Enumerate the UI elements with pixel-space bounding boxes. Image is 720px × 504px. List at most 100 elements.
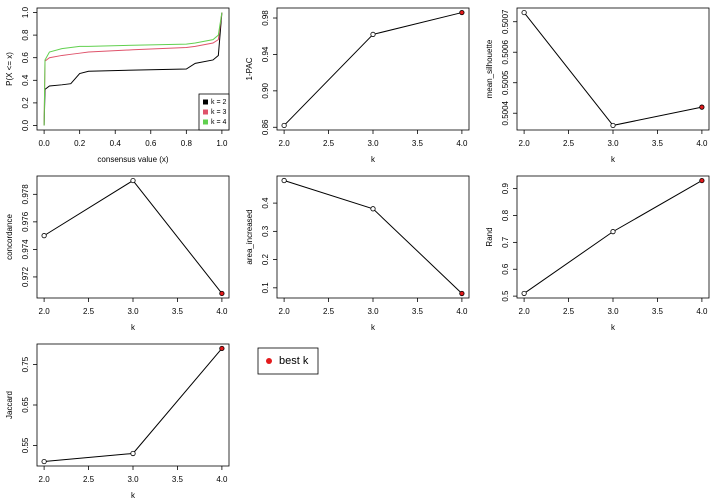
y-tick-label: 1.0 bbox=[21, 6, 30, 18]
x-tick-label: 3.5 bbox=[412, 307, 424, 316]
data-point bbox=[699, 104, 705, 110]
x-tick-label: 2.5 bbox=[323, 139, 335, 148]
legend-label: k = 3 bbox=[211, 109, 226, 116]
x-tick-label: 0.2 bbox=[74, 139, 86, 148]
y-tick-label: 0.75 bbox=[21, 356, 30, 372]
y-tick-label: 0.6 bbox=[501, 263, 510, 275]
x-tick-label: 4.0 bbox=[216, 307, 228, 316]
x-axis-label: k bbox=[131, 323, 136, 332]
x-tick-label: 4.0 bbox=[696, 307, 708, 316]
x-axis-label: k bbox=[611, 155, 616, 164]
y-tick-label: 0.5004 bbox=[501, 100, 510, 125]
data-line bbox=[283, 180, 463, 294]
data-point bbox=[219, 290, 225, 297]
x-tick-label: 3.0 bbox=[127, 475, 139, 484]
y-tick-label: 0.5005 bbox=[501, 70, 510, 95]
y-tick-label: 0.2 bbox=[21, 97, 30, 109]
data-point bbox=[370, 31, 376, 38]
y-tick-label: 0.5007 bbox=[501, 9, 510, 34]
y-axis-label: Rand bbox=[485, 227, 494, 246]
y-axis-label: concordance bbox=[5, 214, 14, 260]
legend-swatch bbox=[203, 119, 208, 125]
y-tick-label: 0.65 bbox=[21, 397, 30, 413]
data-line bbox=[43, 12, 223, 126]
x-tick-label: 2.5 bbox=[83, 475, 95, 484]
x-tick-label: 3.0 bbox=[367, 139, 379, 148]
y-tick-label: 0.86 bbox=[261, 119, 270, 135]
data-point bbox=[41, 458, 47, 465]
x-axis-label: consensus value (x) bbox=[97, 155, 168, 164]
data-point bbox=[521, 290, 527, 297]
x-tick-label: 2.0 bbox=[519, 307, 531, 316]
x-tick-label: 3.5 bbox=[172, 307, 184, 316]
plot-frame bbox=[36, 343, 230, 467]
data-point bbox=[130, 450, 136, 457]
y-axis-label: Jaccard bbox=[5, 391, 14, 419]
y-tick-label: 0.978 bbox=[21, 184, 30, 205]
y-tick-label: 0.1 bbox=[261, 282, 270, 294]
y-tick-label: 0.6 bbox=[21, 52, 30, 64]
best-k-marker bbox=[266, 358, 272, 364]
plot-frame bbox=[276, 175, 470, 299]
x-tick-label: 2.5 bbox=[323, 307, 335, 316]
x-tick-label: 4.0 bbox=[456, 307, 468, 316]
data-point bbox=[459, 290, 465, 297]
y-axis-label: 1-PAC bbox=[245, 57, 254, 80]
data-point bbox=[41, 233, 47, 239]
data-line bbox=[43, 12, 223, 126]
y-tick-label: 0.976 bbox=[21, 211, 30, 232]
x-tick-label: 4.0 bbox=[696, 139, 708, 148]
x-tick-label: 3.0 bbox=[367, 307, 379, 316]
x-tick-label: 1.0 bbox=[216, 139, 228, 148]
data-line bbox=[523, 180, 703, 294]
x-axis-label: k bbox=[371, 155, 376, 164]
x-tick-label: 3.5 bbox=[652, 139, 664, 148]
plot-frame bbox=[276, 7, 470, 131]
data-line bbox=[43, 12, 223, 126]
y-tick-label: 0.2 bbox=[261, 253, 270, 265]
y-tick-label: 0.55 bbox=[21, 437, 30, 453]
y-tick-label: 0.3 bbox=[261, 225, 270, 237]
data-point bbox=[219, 345, 225, 352]
legend-label: k = 2 bbox=[211, 99, 226, 106]
data-line bbox=[283, 12, 463, 126]
plot-frame bbox=[36, 175, 230, 299]
y-axis-label: P(X <= x) bbox=[5, 52, 14, 86]
y-tick-label: 0.4 bbox=[261, 197, 270, 209]
y-tick-label: 0.7 bbox=[501, 236, 510, 248]
data-point bbox=[699, 177, 705, 184]
y-tick-label: 0.5006 bbox=[501, 39, 510, 64]
data-line bbox=[44, 348, 223, 463]
legend-swatch bbox=[203, 109, 208, 115]
x-tick-label: 2.5 bbox=[83, 307, 95, 316]
data-line bbox=[43, 179, 223, 294]
y-tick-label: 0.98 bbox=[261, 10, 270, 26]
x-axis-label: k bbox=[131, 491, 136, 500]
x-tick-label: 0.6 bbox=[145, 139, 157, 148]
x-tick-label: 3.5 bbox=[412, 139, 424, 148]
x-tick-label: 2.0 bbox=[279, 307, 291, 316]
x-tick-label: 2.0 bbox=[39, 307, 51, 316]
x-tick-label: 0.8 bbox=[181, 139, 193, 148]
legend-label: k = 4 bbox=[211, 119, 226, 126]
x-tick-label: 4.0 bbox=[456, 139, 468, 148]
y-axis-label: mean_silhouette bbox=[485, 39, 494, 98]
y-tick-label: 0.5 bbox=[501, 290, 510, 302]
plot-frame bbox=[516, 175, 710, 299]
x-tick-label: 2.0 bbox=[279, 139, 291, 148]
x-tick-label: 0.4 bbox=[110, 139, 122, 148]
y-tick-label: 0.974 bbox=[21, 239, 30, 260]
y-tick-label: 0.0 bbox=[21, 119, 30, 131]
x-tick-label: 2.0 bbox=[519, 139, 531, 148]
x-tick-label: 2.5 bbox=[563, 139, 575, 148]
x-axis-label: k bbox=[611, 323, 616, 332]
y-tick-label: 0.90 bbox=[261, 83, 270, 99]
x-tick-label: 3.0 bbox=[607, 139, 619, 148]
data-point bbox=[521, 9, 527, 16]
x-tick-label: 3.0 bbox=[607, 307, 619, 316]
data-point bbox=[610, 229, 616, 235]
x-axis-label: k bbox=[371, 323, 376, 332]
y-tick-label: 0.94 bbox=[261, 46, 270, 62]
x-tick-label: 3.0 bbox=[127, 307, 139, 316]
